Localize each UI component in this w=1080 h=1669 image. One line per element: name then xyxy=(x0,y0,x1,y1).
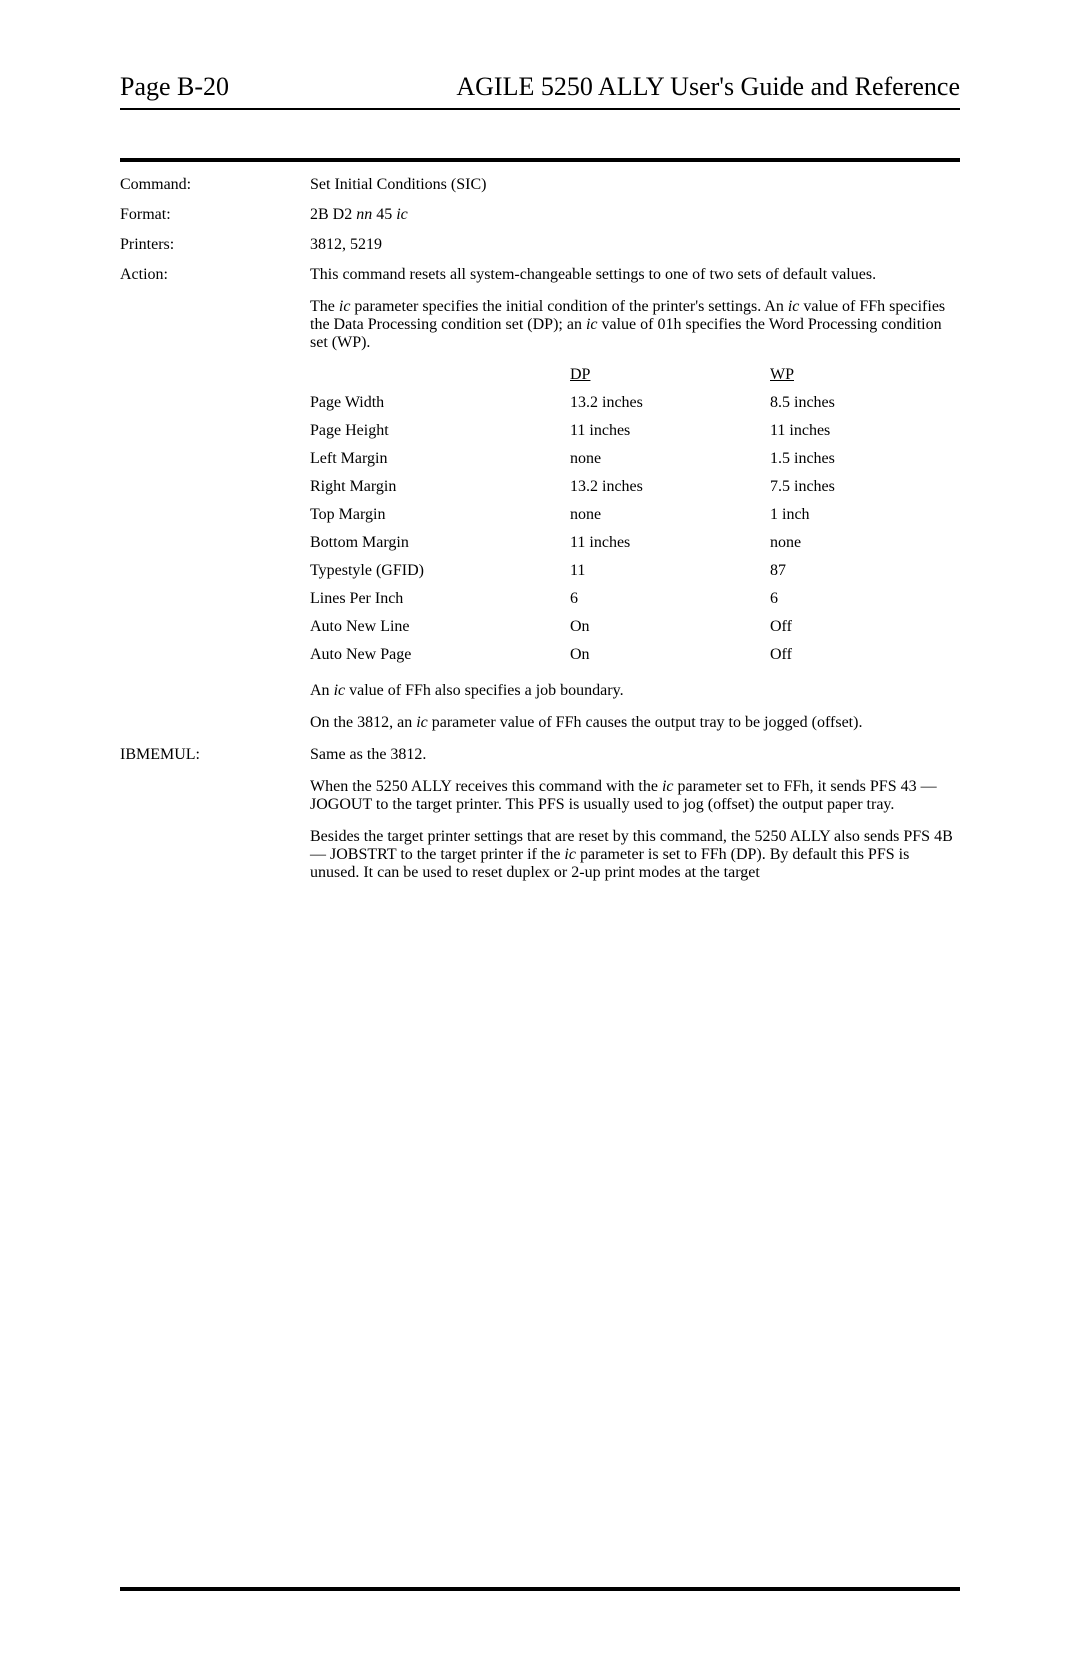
page-title: AGILE 5250 ALLY User's Guide and Referen… xyxy=(456,72,960,102)
action-ic2: ic xyxy=(788,298,800,315)
action-p3a: An xyxy=(310,682,334,699)
printers-value: 3812, 5219 xyxy=(310,236,960,254)
table-cell: On xyxy=(570,618,770,636)
format-mid: 45 xyxy=(372,206,396,223)
table-cell: Page Width xyxy=(310,394,570,412)
action-p1: This command resets all system-changeabl… xyxy=(310,266,960,284)
table-cell: Left Margin xyxy=(310,450,570,468)
format-prefix: 2B D2 xyxy=(310,206,356,223)
table-cell: Lines Per Inch xyxy=(310,590,570,608)
table-cell: Bottom Margin xyxy=(310,534,570,552)
table-cell: 11 inches xyxy=(570,534,770,552)
table-row: Typestyle (GFID)1187 xyxy=(310,562,960,580)
page: Page B-20 AGILE 5250 ALLY User's Guide a… xyxy=(0,0,1080,1669)
table-row: Right Margin13.2 inches7.5 inches xyxy=(310,478,960,496)
table-row: Page Width13.2 inches8.5 inches xyxy=(310,394,960,412)
row-printers: Printers: 3812, 5219 xyxy=(120,236,960,254)
table-row: Lines Per Inch66 xyxy=(310,590,960,608)
action-ic1: ic xyxy=(339,298,351,315)
table-row: Auto New PageOnOff xyxy=(310,646,960,664)
table-cell: 8.5 inches xyxy=(770,394,960,412)
table-cell: 6 xyxy=(570,590,770,608)
table-cell: none xyxy=(570,450,770,468)
action-p4b: parameter value of FFh causes the output… xyxy=(428,714,863,731)
table-cell: Auto New Page xyxy=(310,646,570,664)
defaults-header-dp: DP xyxy=(570,366,770,384)
table-cell: 6 xyxy=(770,590,960,608)
table-cell: none xyxy=(570,506,770,524)
label-format: Format: xyxy=(120,206,310,224)
row-format: Format: 2B D2 nn 45 ic xyxy=(120,206,960,224)
table-cell: 87 xyxy=(770,562,960,580)
table-cell: 7.5 inches xyxy=(770,478,960,496)
action-p3: An ic value of FFh also specifies a job … xyxy=(310,682,960,700)
ibmemul-p2a: When the 5250 ALLY receives this command… xyxy=(310,778,662,795)
defaults-header-empty xyxy=(310,366,570,384)
action-p2b: parameter specifies the initial conditio… xyxy=(350,298,787,315)
action-ic3: ic xyxy=(586,316,598,333)
row-ibmemul: IBMEMUL: Same as the 3812. When the 5250… xyxy=(120,746,960,882)
ibmemul-ic1: ic xyxy=(662,778,674,795)
action-p4a: On the 3812, an xyxy=(310,714,416,731)
action-p4: On the 3812, an ic parameter value of FF… xyxy=(310,714,960,732)
table-cell: Page Height xyxy=(310,422,570,440)
table-row: Auto New LineOnOff xyxy=(310,618,960,636)
table-row: Left Marginnone1.5 inches xyxy=(310,450,960,468)
ibmemul-ic2: ic xyxy=(564,846,576,863)
label-action: Action: xyxy=(120,266,310,746)
header-rule xyxy=(120,108,960,110)
action-body: This command resets all system-changeabl… xyxy=(310,266,960,746)
defaults-table: DP WP Page Width13.2 inches8.5 inchesPag… xyxy=(310,366,960,664)
action-p2: The ic parameter specifies the initial c… xyxy=(310,298,960,352)
table-cell: Off xyxy=(770,618,960,636)
table-row: Top Marginnone1 inch xyxy=(310,506,960,524)
section-top-rule xyxy=(120,158,960,162)
table-cell: 13.2 inches xyxy=(570,478,770,496)
table-cell: 1 inch xyxy=(770,506,960,524)
label-command: Command: xyxy=(120,176,310,194)
defaults-header-wp: WP xyxy=(770,366,960,384)
table-cell: 11 xyxy=(570,562,770,580)
table-cell: Top Margin xyxy=(310,506,570,524)
table-row: Bottom Margin11 inchesnone xyxy=(310,534,960,552)
table-cell: Auto New Line xyxy=(310,618,570,636)
action-ic4: ic xyxy=(334,682,346,699)
action-p3b: value of FFh also specifies a job bounda… xyxy=(345,682,623,699)
label-printers: Printers: xyxy=(120,236,310,254)
page-number: Page B-20 xyxy=(120,72,229,102)
defaults-header-row: DP WP xyxy=(310,366,960,384)
format-value: 2B D2 nn 45 ic xyxy=(310,206,960,224)
table-cell: 11 inches xyxy=(570,422,770,440)
table-cell: 11 inches xyxy=(770,422,960,440)
label-ibmemul: IBMEMUL: xyxy=(120,746,310,882)
table-cell: Typestyle (GFID) xyxy=(310,562,570,580)
footer-rule xyxy=(120,1587,960,1591)
action-ic5: ic xyxy=(416,714,428,731)
ibmemul-p3: Besides the target printer settings that… xyxy=(310,828,960,882)
table-cell: none xyxy=(770,534,960,552)
row-action: Action: This command resets all system-c… xyxy=(120,266,960,746)
table-cell: Right Margin xyxy=(310,478,570,496)
format-nn: nn xyxy=(356,206,372,223)
table-row: Page Height11 inches11 inches xyxy=(310,422,960,440)
ibmemul-p2: When the 5250 ALLY receives this command… xyxy=(310,778,960,814)
action-p2a: The xyxy=(310,298,339,315)
row-command: Command: Set Initial Conditions (SIC) xyxy=(120,176,960,194)
table-cell: Off xyxy=(770,646,960,664)
table-cell: On xyxy=(570,646,770,664)
format-ic: ic xyxy=(396,206,408,223)
command-name: Set Initial Conditions (SIC) xyxy=(310,176,960,194)
ibmemul-p1: Same as the 3812. xyxy=(310,746,960,764)
table-cell: 1.5 inches xyxy=(770,450,960,468)
ibmemul-body: Same as the 3812. When the 5250 ALLY rec… xyxy=(310,746,960,882)
page-header: Page B-20 AGILE 5250 ALLY User's Guide a… xyxy=(120,72,960,102)
table-cell: 13.2 inches xyxy=(570,394,770,412)
